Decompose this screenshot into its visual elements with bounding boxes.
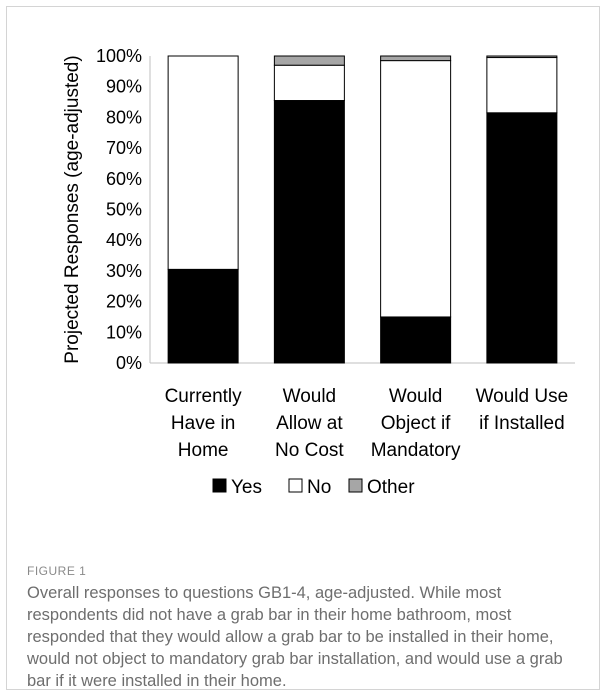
bar-segment-no [486, 57, 558, 114]
y-tick-label: 100% [96, 46, 142, 66]
bar-segment-no [273, 64, 345, 102]
bar-segment-yes [380, 316, 452, 364]
bar-segment-no [167, 55, 239, 270]
bar-segment-no [380, 60, 452, 318]
bar-segment-yes [167, 268, 239, 364]
y-tick-label: 30% [106, 261, 142, 281]
figure-caption: Overall responses to questions GB1-4, ag… [27, 584, 563, 690]
y-tick-label: 0% [116, 353, 142, 373]
legend-label: Other [367, 477, 415, 498]
y-tick-label: 80% [106, 107, 142, 127]
y-tick-label: 60% [106, 169, 142, 189]
legend-swatch-yes [212, 478, 227, 493]
bar-segment-other [486, 55, 558, 59]
legend-label: No [307, 477, 331, 498]
bar-segment-other [380, 55, 452, 62]
x-tick-label: Currently Have in Home [165, 386, 243, 461]
y-tick-label: 90% [106, 77, 142, 97]
y-tick-label: 10% [106, 322, 142, 342]
stacked-bar-chart: 0% 10% 20% 30% 40% 50% 60% 70% 80% 90% 100% Project… [62, 46, 575, 498]
x-tick-label: Would Object if Mandatory [371, 386, 461, 461]
figure-label: FIGURE 1 [27, 564, 87, 578]
y-axis-title: Projected Responses (age-adjusted) [62, 55, 83, 363]
x-tick-label: Would Allow at No Cost [275, 386, 344, 461]
bar-segment-yes [486, 112, 558, 364]
x-tick-label: Would Use if Installed [476, 386, 569, 434]
legend-swatch-other [348, 478, 363, 493]
y-tick-label: 40% [106, 230, 142, 250]
figure-container: 0% 10% 20% 30% 40% 50% 60% 70% 80% 90% 100% Project… [6, 6, 600, 690]
y-tick-label: 50% [106, 200, 142, 220]
y-tick-label: 70% [106, 138, 142, 158]
y-tick-label: 20% [106, 292, 142, 312]
bar-segment-yes [273, 100, 345, 364]
legend-swatch-no [288, 478, 303, 493]
bar-segment-other [273, 55, 345, 66]
legend-label: Yes [231, 477, 262, 498]
